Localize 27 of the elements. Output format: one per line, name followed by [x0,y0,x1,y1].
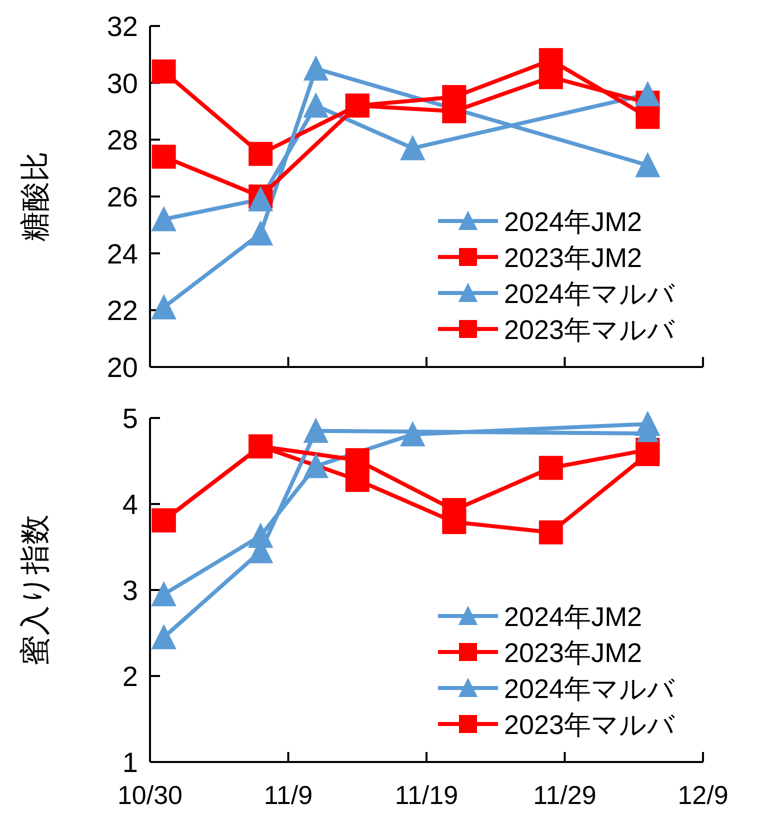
y-tick-label: 3 [122,575,138,606]
legend-label: 2023年マルバ [504,710,676,740]
legend-label: 2024年JM2 [504,207,642,237]
x-tick-label: 10/30 [117,780,183,810]
legend-label: 2023年JM2 [504,243,642,273]
y-axis-title: 糖酸比 [19,152,52,242]
y-tick-label: 20 [106,352,138,383]
y-tick-label: 22 [106,295,138,326]
y-tick-label: 24 [106,238,138,270]
legend-label: 2023年マルバ [504,315,676,345]
x-tick-label: 11/19 [394,780,458,810]
x-tick-label: 12/9 [678,780,728,810]
y-tick-label: 2 [122,661,138,692]
y-tick-label: 28 [106,124,138,156]
y-axis-title: 蜜入り指数 [19,514,52,666]
y-tick-label: 5 [122,403,138,434]
x-tick-label: 11/9 [264,780,313,810]
y-tick-label: 30 [106,68,138,99]
legend-label: 2024年マルバ [504,279,676,309]
x-tick-label: 11/29 [533,780,596,810]
legend-label: 2024年マルバ [504,674,676,704]
y-tick-label: 1 [122,747,138,778]
y-tick-label: 32 [106,11,138,42]
legend-label: 2023年JM2 [504,638,642,668]
y-tick-label: 4 [122,489,138,520]
legend-label: 2024年JM2 [504,602,642,632]
y-tick-label: 26 [106,182,138,212]
